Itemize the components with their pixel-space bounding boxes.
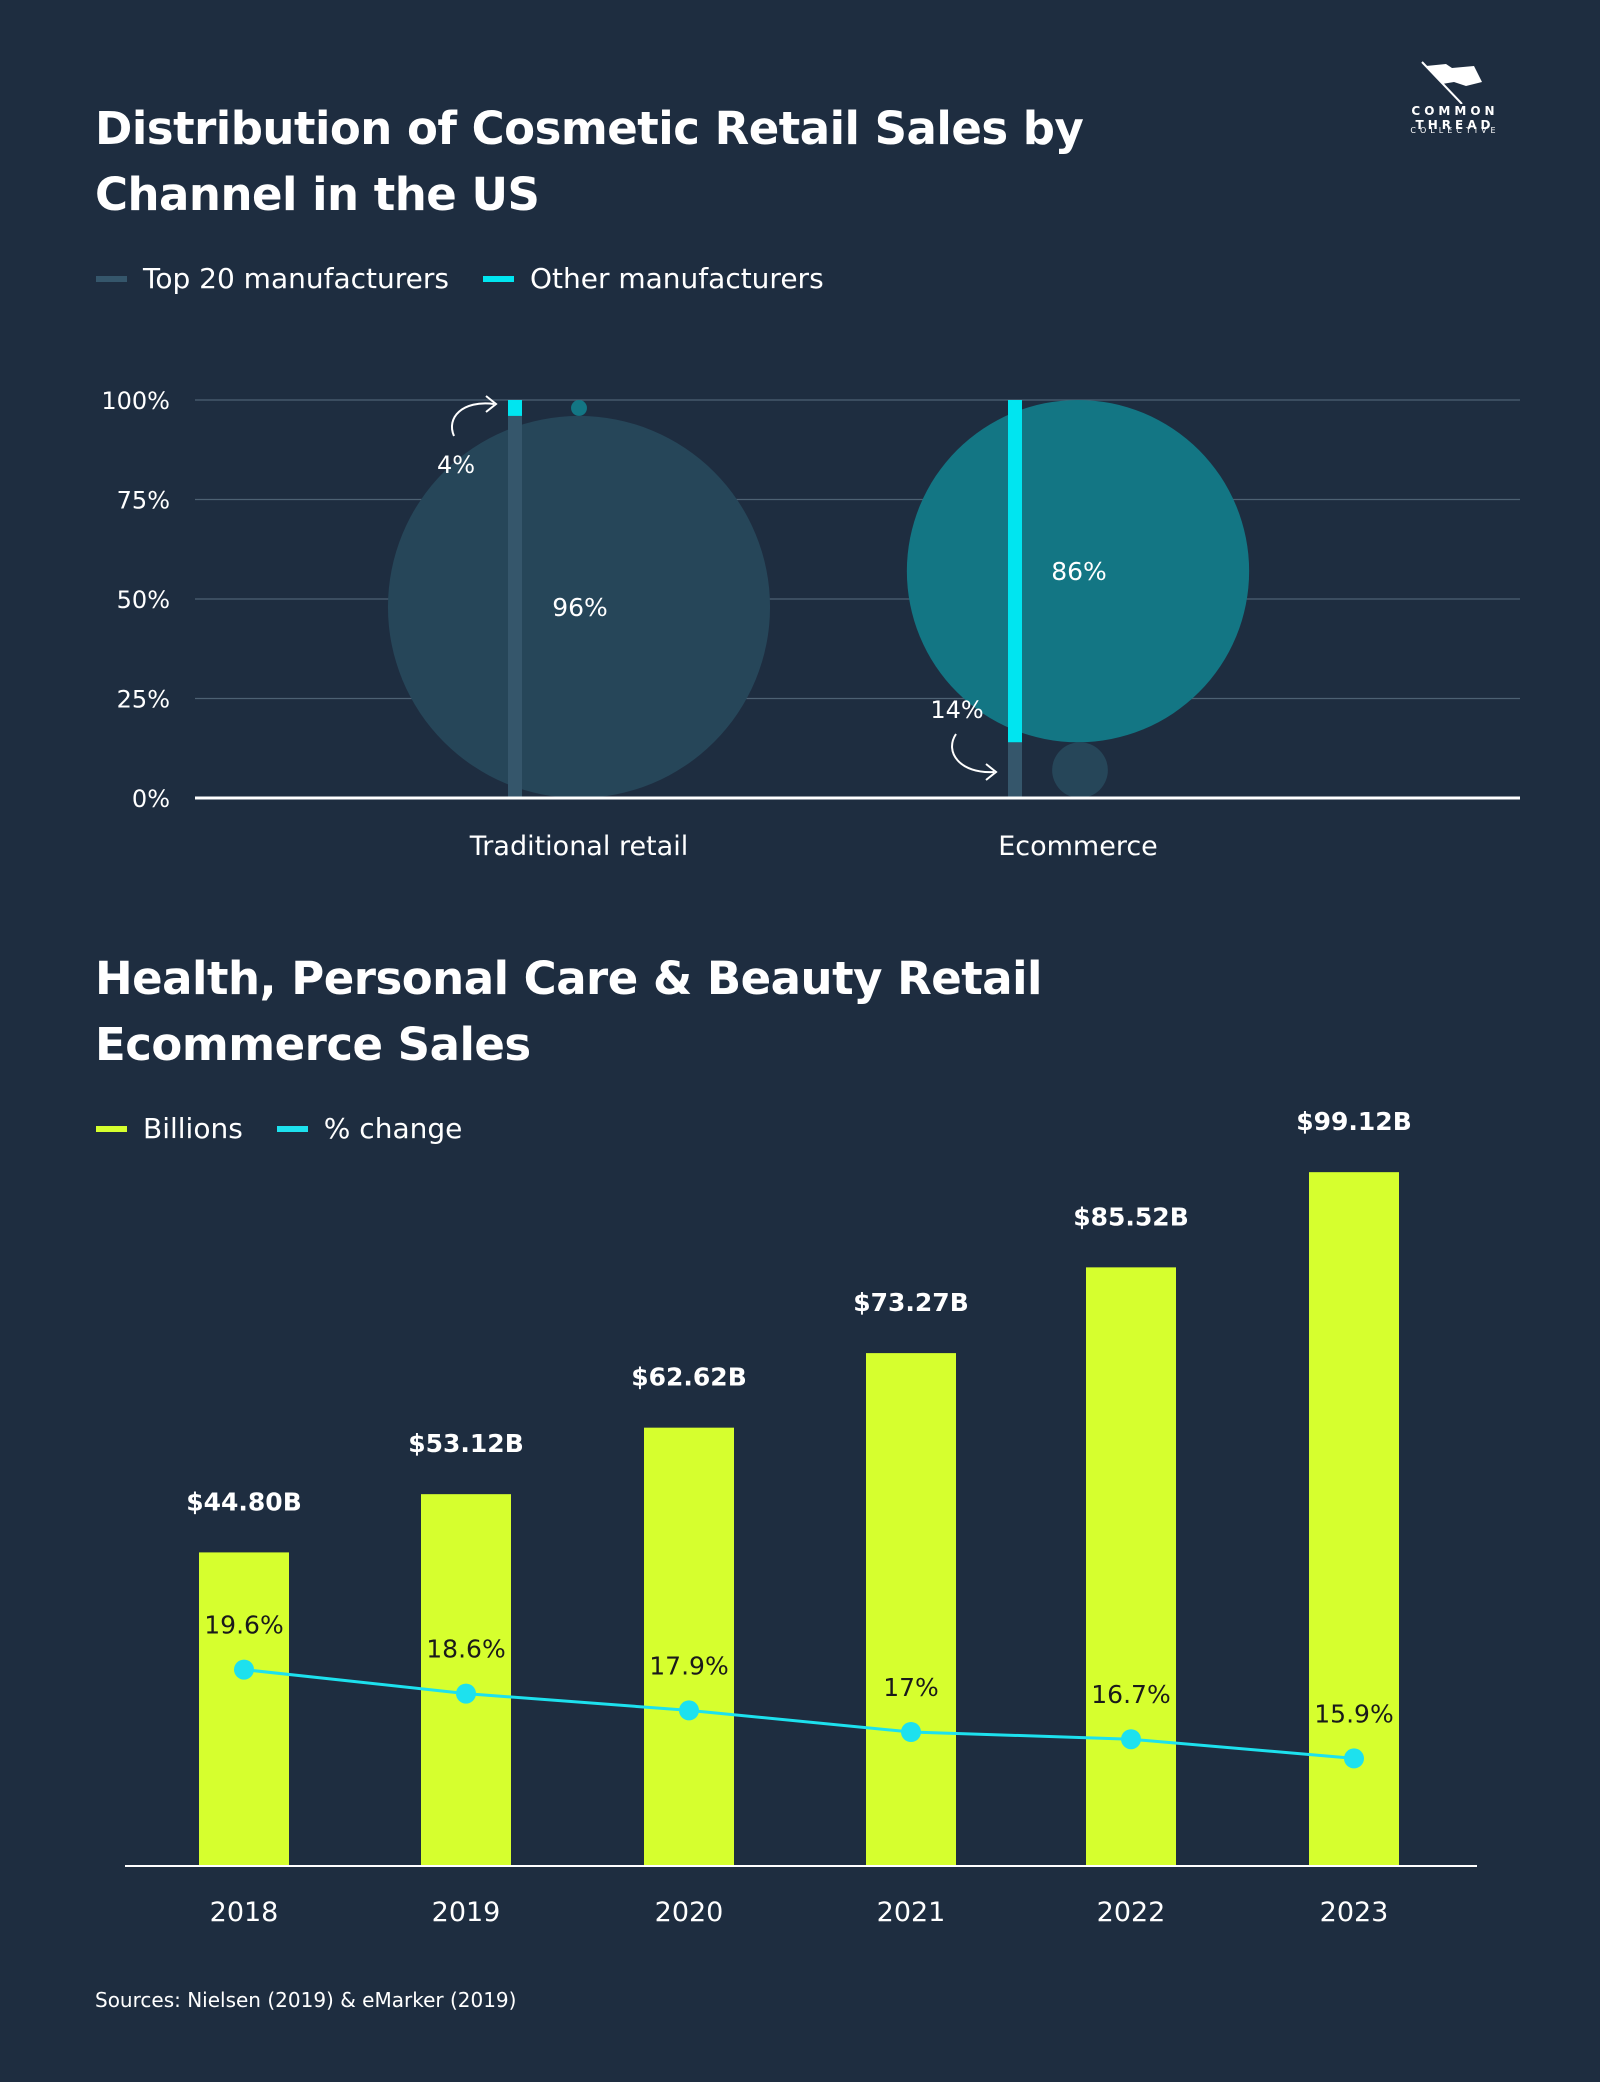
chart1-plot: 0% 25% 50% 75% 100% Traditional retail 96% Ecom… (101, 387, 1520, 862)
bar-other (1008, 400, 1022, 743)
logo-sub: COLLECTIVE (1410, 126, 1500, 135)
change-label: 16.7% (1091, 1680, 1170, 1709)
share-bubble (1052, 742, 1108, 798)
legend-change-label: % change (323, 1112, 463, 1145)
x-category-label: 2020 (655, 1897, 724, 1928)
bar-billions (421, 1494, 511, 1866)
change-label: 18.6% (426, 1635, 505, 1664)
legend-billions-swatch (96, 1125, 127, 1132)
bar-value-label: $73.27B (853, 1288, 969, 1317)
share-bubble (571, 400, 587, 416)
x-category-label: Ecommerce (998, 831, 1158, 862)
flag-logo-icon (1421, 61, 1482, 105)
logo: COMMON THREAD COLLECTIVE (1370, 60, 1540, 142)
bar-value-label: $62.62B (631, 1363, 747, 1392)
change-point (679, 1700, 699, 1721)
change-point (234, 1659, 254, 1680)
legend-other: Other manufacturers (482, 262, 824, 295)
legend-billions: Billions (96, 1112, 243, 1145)
legend-change-swatch (276, 1125, 308, 1132)
chart1-title: Distribution of Cosmetic Retail Sales by… (95, 102, 1084, 221)
change-point (1344, 1748, 1364, 1769)
bar-value-label: $85.52B (1073, 1202, 1189, 1231)
data-label: 96% (552, 593, 608, 622)
y-tick-label: 75% (117, 487, 170, 515)
chart2-legend: Billions % change (96, 1112, 496, 1145)
bar-top20 (1008, 742, 1022, 798)
share-bubble (387, 415, 771, 798)
bar-top20 (508, 415, 522, 798)
x-category-label: 2023 (1320, 1897, 1389, 1928)
legend-billions-label: Billions (143, 1112, 243, 1145)
legend-top20-swatch (96, 275, 127, 282)
change-point (456, 1683, 476, 1704)
y-tick-label: 50% (117, 586, 170, 614)
change-line (243, 1668, 1355, 1760)
bar-other (508, 400, 522, 416)
change-point (901, 1722, 921, 1742)
data-label: 86% (1051, 557, 1107, 586)
data-label: 14% (930, 696, 983, 724)
chart1-legend: Top 20 manufacturers Other manufacturers (96, 262, 858, 295)
logo-brand: COMMON THREAD (1411, 104, 1499, 132)
change-label: 15.9% (1314, 1699, 1393, 1728)
change-label: 17.9% (649, 1651, 728, 1680)
bar-billions (199, 1552, 289, 1866)
arrow-head-icon (485, 395, 498, 413)
x-category-label: Traditional retail (469, 831, 688, 862)
x-category-label: 2022 (1097, 1897, 1166, 1928)
bar-billions (866, 1353, 956, 1866)
x-category-label: 2021 (877, 1897, 946, 1928)
data-label: 4% (437, 451, 475, 479)
legend-change: % change (276, 1112, 463, 1145)
arrow-icon (951, 733, 995, 774)
legend-top20-label: Top 20 manufacturers (143, 262, 449, 295)
bar-value-label: $53.12B (408, 1429, 524, 1458)
arrow-icon (451, 402, 495, 437)
bar-value-label: $99.12B (1296, 1107, 1412, 1136)
legend-other-label: Other manufacturers (529, 262, 824, 295)
x-category-label: 2018 (210, 1897, 279, 1928)
y-tick-label: 25% (117, 686, 170, 714)
legend-top20: Top 20 manufacturers (96, 262, 449, 295)
change-label: 17% (883, 1673, 939, 1702)
y-tick-label: 0% (132, 785, 170, 813)
arrow-head-icon (985, 763, 998, 781)
source-note: Sources: Nielsen (2019) & eMarker (2019) (95, 1988, 517, 2012)
bar-billions (1086, 1267, 1176, 1866)
bar-billions (644, 1427, 734, 1866)
bar-value-label: $44.80B (186, 1487, 302, 1516)
change-label: 19.6% (204, 1611, 283, 1640)
legend-other-swatch (482, 275, 514, 282)
change-point (1121, 1729, 1141, 1750)
share-bubble (906, 400, 1250, 743)
chart2-title: Health, Personal Care & Beauty Retail Ec… (95, 952, 1042, 1071)
x-category-label: 2019 (432, 1897, 501, 1928)
y-tick-label: 100% (101, 387, 170, 415)
